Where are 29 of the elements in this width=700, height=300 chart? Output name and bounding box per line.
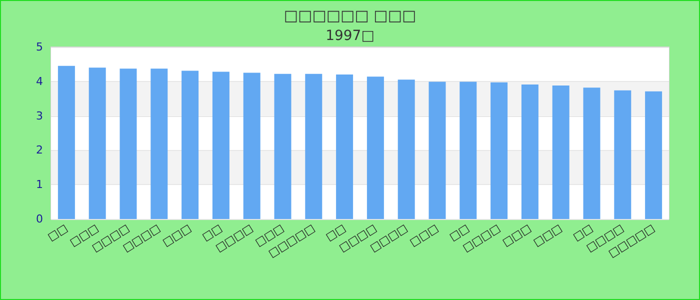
bar bbox=[490, 82, 508, 219]
y-tick-label: 0 bbox=[36, 212, 43, 226]
y-tick-label: 2 bbox=[36, 144, 43, 157]
bar bbox=[552, 86, 570, 219]
bar bbox=[521, 84, 538, 219]
y-tick-label: 5 bbox=[36, 40, 43, 54]
bar bbox=[398, 80, 415, 219]
bar bbox=[305, 74, 322, 219]
bar bbox=[336, 74, 354, 219]
bar bbox=[460, 82, 477, 219]
chart-title: □□□□□□ □□□ bbox=[284, 6, 416, 24]
bar bbox=[428, 82, 446, 219]
bar bbox=[120, 68, 137, 219]
bar bbox=[583, 88, 600, 219]
chart-subtitle: 1997□ bbox=[326, 28, 374, 44]
bar bbox=[614, 90, 632, 219]
bar bbox=[243, 72, 260, 219]
bar bbox=[645, 91, 662, 219]
bar bbox=[150, 68, 168, 219]
y-tick-label: 3 bbox=[36, 109, 43, 122]
bar bbox=[182, 70, 199, 219]
bar bbox=[212, 72, 230, 219]
bar bbox=[88, 68, 106, 219]
bar bbox=[366, 76, 384, 219]
y-tick-label: 1 bbox=[36, 178, 43, 192]
bar bbox=[58, 66, 75, 219]
x-tick-label: □□ bbox=[45, 221, 70, 244]
y-tick-label: 4 bbox=[36, 74, 43, 88]
bar bbox=[274, 74, 292, 219]
